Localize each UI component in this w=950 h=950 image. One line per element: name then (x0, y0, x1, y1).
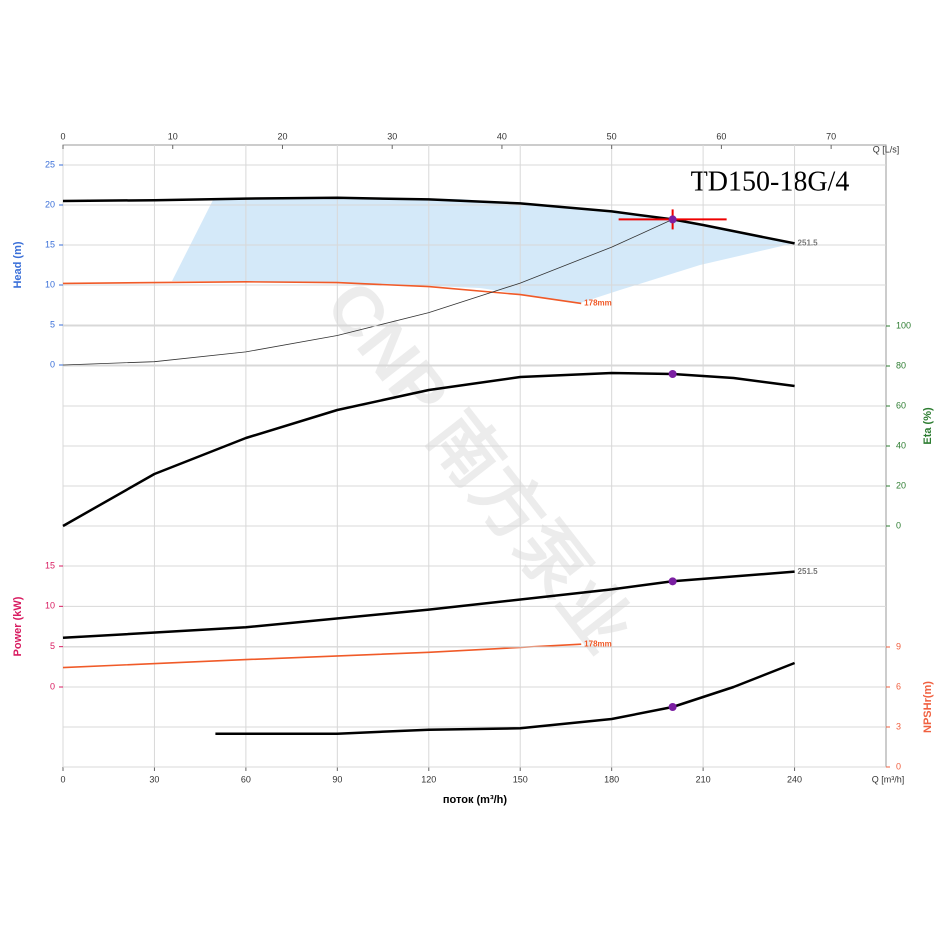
duty-point (668, 370, 677, 378)
y-axis-label: Eta (%) (922, 407, 934, 445)
y-tick-label: 9 (896, 641, 901, 651)
y-tick-label: 3 (896, 721, 901, 731)
duty-point (668, 703, 677, 711)
x2-tick-label: 30 (387, 131, 397, 141)
x-tick-label: 90 (332, 774, 342, 784)
curve (62, 371, 795, 528)
duty-point (668, 577, 677, 586)
x-tick-label: 240 (787, 774, 802, 784)
x2-unit: Q [L/s] (873, 144, 900, 154)
curve (62, 281, 582, 305)
curve-label: 178mm (584, 639, 612, 648)
x-tick-label: 30 (149, 774, 159, 784)
duty-point (668, 215, 677, 224)
chart-title: TD150-18G/4 (691, 166, 850, 197)
x2-tick-label: 40 (497, 131, 507, 141)
y-tick-label: 5 (50, 641, 55, 651)
curve (62, 570, 795, 640)
x-tick-label: 120 (421, 774, 436, 784)
x-unit: Q [m³/h] (872, 774, 905, 784)
curve (62, 196, 795, 245)
y-tick-label: 10 (45, 279, 55, 289)
x2-tick-label: 70 (826, 131, 836, 141)
y-tick-label: 25 (45, 159, 55, 169)
y-tick-label: 0 (896, 520, 901, 530)
x-tick-label: 150 (513, 774, 528, 784)
y-tick-label: 0 (896, 761, 901, 771)
y-tick-label: 10 (45, 601, 55, 611)
y-tick-label: 80 (896, 360, 906, 370)
y-axis-label: NPSHr(m) (922, 681, 934, 733)
x-axis-label: поток (m³/h) (443, 794, 507, 806)
curve-label: 251.5 (798, 567, 819, 576)
x2-tick-label: 60 (716, 131, 726, 141)
y-tick-label: 15 (45, 239, 55, 249)
y-tick-label: 40 (896, 440, 906, 450)
y-tick-label: 100 (896, 320, 911, 330)
x2-tick-label: 10 (168, 131, 178, 141)
curve (215, 661, 796, 735)
operating-range (172, 197, 795, 303)
x2-tick-label: 20 (277, 131, 287, 141)
y-axis-label: Power (kW) (12, 596, 24, 656)
x-tick-label: 180 (604, 774, 619, 784)
x-tick-label: 0 (60, 774, 65, 784)
y-tick-label: 15 (45, 560, 55, 570)
y-tick-label: 20 (45, 199, 55, 209)
y-axis-label: Head (m) (12, 241, 24, 288)
curve (62, 219, 673, 366)
y-tick-label: 60 (896, 400, 906, 410)
x-tick-label: 60 (241, 774, 251, 784)
y-tick-label: 5 (50, 319, 55, 329)
curve (62, 643, 582, 669)
x-tick-label: 210 (696, 774, 711, 784)
y-tick-label: 0 (50, 359, 55, 369)
y-tick-label: 6 (896, 681, 901, 691)
y-tick-label: 0 (50, 681, 55, 691)
curve-label: 178mm (584, 299, 612, 308)
x2-tick-label: 50 (607, 131, 617, 141)
y-tick-label: 20 (896, 480, 906, 490)
curve-label: 251.5 (798, 239, 819, 248)
x2-tick-label: 0 (60, 131, 65, 141)
